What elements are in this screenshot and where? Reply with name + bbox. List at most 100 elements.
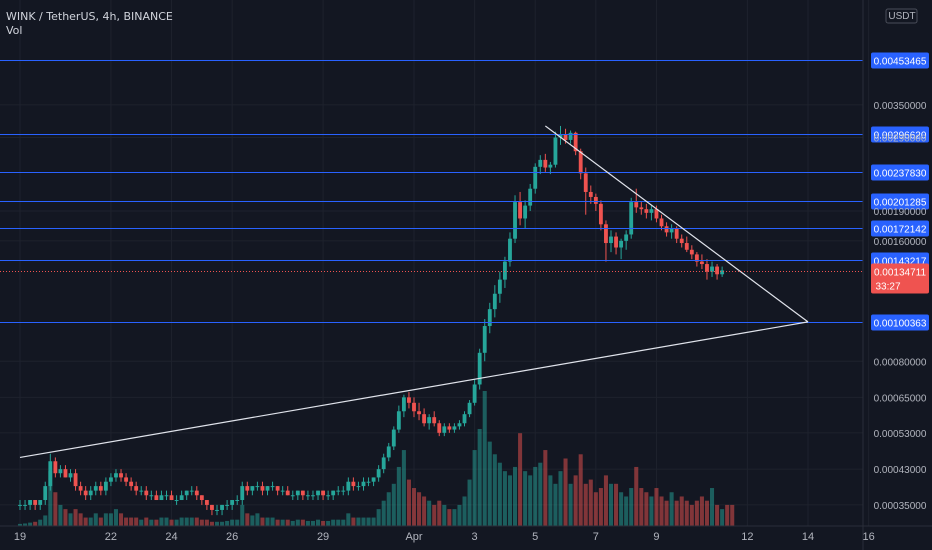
trendline[interactable] <box>19 321 809 459</box>
candle-body <box>280 490 285 492</box>
volume-bar <box>144 517 149 526</box>
volume-bar <box>139 519 144 526</box>
candle-body <box>235 500 240 502</box>
volume-bar <box>381 500 386 526</box>
volume-bar <box>230 519 235 526</box>
candle-body <box>649 209 654 213</box>
volume-bar <box>331 519 336 526</box>
volume-bar <box>477 428 482 526</box>
volume-bar <box>119 513 124 526</box>
candle-body <box>578 151 583 174</box>
volume-bar <box>351 517 356 526</box>
volume-bar <box>447 509 452 526</box>
volume-bar <box>73 509 78 526</box>
volume-bar <box>149 519 154 526</box>
candle-body <box>634 202 639 208</box>
candle-body <box>341 490 346 492</box>
volume-bar <box>725 504 730 526</box>
candle-body <box>689 249 694 255</box>
candle-body <box>255 486 260 488</box>
candle-body <box>114 473 118 478</box>
candle-body <box>614 236 618 248</box>
volume-bar <box>502 471 507 526</box>
candle-body <box>609 236 613 244</box>
time-tick-label: 14 <box>802 531 814 543</box>
price-tick-label: 0.00350000 <box>874 101 927 112</box>
time-tick-label: 12 <box>741 531 753 543</box>
candle-body <box>63 469 68 478</box>
price-tick-label: 0.00160000 <box>874 237 927 248</box>
volume-bar <box>406 479 411 526</box>
candle-body <box>573 132 578 152</box>
candle-body <box>134 486 139 491</box>
candle-body <box>73 473 78 487</box>
volume-bar <box>17 523 23 526</box>
volume-bar <box>300 519 305 526</box>
candle-body <box>518 202 522 219</box>
candle-body <box>684 243 689 250</box>
volume-bar <box>305 520 310 526</box>
volume-bar <box>588 479 593 526</box>
candle-body <box>18 504 22 506</box>
volume-bar <box>199 519 204 526</box>
candle-body <box>23 504 27 506</box>
volume-bar <box>411 488 417 526</box>
current-price-box <box>871 263 929 294</box>
volume-bar <box>598 488 603 526</box>
candle-body <box>311 495 315 497</box>
volume-bar <box>113 509 118 526</box>
volume-bar <box>730 504 735 526</box>
price-axis[interactable]: 0.00350000 0.00290000 0.00190000 0.00160000… <box>874 101 927 512</box>
volume-bar <box>83 517 88 526</box>
candle-body <box>53 461 58 474</box>
candle-body <box>220 504 224 510</box>
volume-bar <box>220 521 225 526</box>
volume-bar <box>108 513 113 526</box>
candle-body <box>98 486 103 491</box>
volume-bar <box>513 466 518 526</box>
volume-bar <box>472 450 477 526</box>
candle-body <box>386 446 391 458</box>
candle-body <box>270 486 275 488</box>
volume-bar <box>624 496 629 526</box>
time-axis[interactable]: 19 22 24 26 29 Apr 3 5 7 9 12 14 16 <box>14 531 875 543</box>
trendlines[interactable] <box>19 125 809 459</box>
volume-bar <box>240 504 245 526</box>
candle-body <box>568 132 573 140</box>
candle-body <box>472 384 477 403</box>
candle-body <box>715 266 719 275</box>
trendline[interactable] <box>544 125 809 323</box>
candle-body <box>103 481 108 491</box>
volume-bar <box>563 458 568 526</box>
candle-body <box>300 490 305 496</box>
volume-bar <box>704 500 709 526</box>
volume-bar <box>457 504 462 526</box>
volume-bar <box>280 519 285 526</box>
candle-body <box>199 495 204 501</box>
candle-body <box>260 486 265 491</box>
candle-body <box>68 473 73 478</box>
symbol-title: WINK / TetherUS, 4h, BINANCE <box>6 10 173 23</box>
volume-bar <box>33 521 38 526</box>
volume-bar <box>639 488 644 526</box>
candle-body <box>33 500 38 505</box>
volume-bar <box>401 450 406 526</box>
volume-bar <box>265 517 270 526</box>
candle-body <box>533 166 538 189</box>
candle-body <box>528 188 533 206</box>
currency-label-box <box>885 8 918 24</box>
candle-body <box>149 495 154 497</box>
volume-bar <box>124 517 129 526</box>
volume-bar <box>442 504 447 526</box>
candle-body <box>275 486 280 491</box>
volume-bar <box>209 521 214 526</box>
candle-body <box>78 486 83 491</box>
candle-body <box>477 352 482 385</box>
candle-body <box>548 164 553 168</box>
volume-bar <box>654 488 659 526</box>
volume-bar <box>43 515 48 526</box>
volume-bar <box>285 519 290 526</box>
volume-bar <box>593 492 598 526</box>
candle-body <box>295 490 300 496</box>
